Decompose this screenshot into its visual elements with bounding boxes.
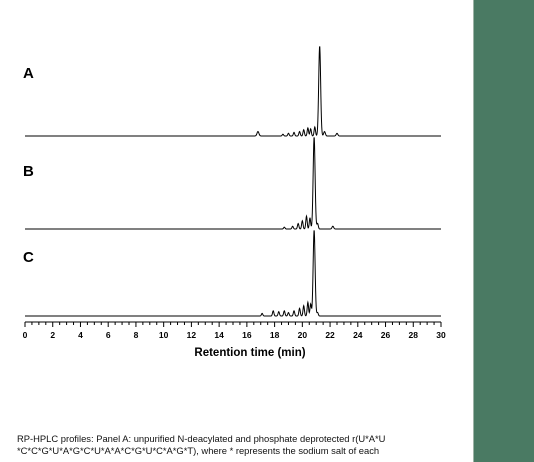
x-tick-label: 10 xyxy=(159,330,169,340)
figure-panel: A B C 0 2 4 6 8 10 12 14 16 18 20 22 24 26 28 30 Retent… xyxy=(0,0,474,462)
panel-label-c: C xyxy=(23,249,34,266)
x-tick-label: 2 xyxy=(50,330,55,340)
x-axis-title: Retention time (min) xyxy=(194,347,305,359)
x-tick-label: 0 xyxy=(23,330,28,340)
x-tick-label: 24 xyxy=(353,330,363,340)
x-ticks xyxy=(24,322,442,327)
trace-a xyxy=(25,46,441,137)
x-tick-label: 8 xyxy=(134,330,139,340)
figure-caption: RP-HPLC profiles: Panel A: unpurified N-… xyxy=(17,433,386,456)
x-tick-label: 6 xyxy=(106,330,111,340)
trace-c xyxy=(25,230,441,317)
hplc-chart: A B C 0 2 4 6 8 10 12 14 16 18 20 22 24 26 28 30 Retent… xyxy=(23,46,446,359)
x-tick-label: 12 xyxy=(187,330,197,340)
side-strip xyxy=(475,0,534,462)
x-tick-label: 4 xyxy=(78,330,83,340)
x-tick-label: 20 xyxy=(298,330,308,340)
panel-label-a: A xyxy=(23,65,34,82)
x-tick-label: 28 xyxy=(409,330,419,340)
x-tick-label: 14 xyxy=(214,330,224,340)
x-tick-label: 30 xyxy=(436,330,446,340)
trace-b xyxy=(25,137,441,230)
x-tick-label: 16 xyxy=(242,330,252,340)
panel-label-b: B xyxy=(23,163,34,180)
x-tick-label: 26 xyxy=(381,330,391,340)
x-tick-label: 22 xyxy=(325,330,335,340)
x-tick-labels: 0 2 4 6 8 10 12 14 16 18 20 22 24 26 28 30 xyxy=(23,330,446,340)
x-tick-label: 18 xyxy=(270,330,280,340)
